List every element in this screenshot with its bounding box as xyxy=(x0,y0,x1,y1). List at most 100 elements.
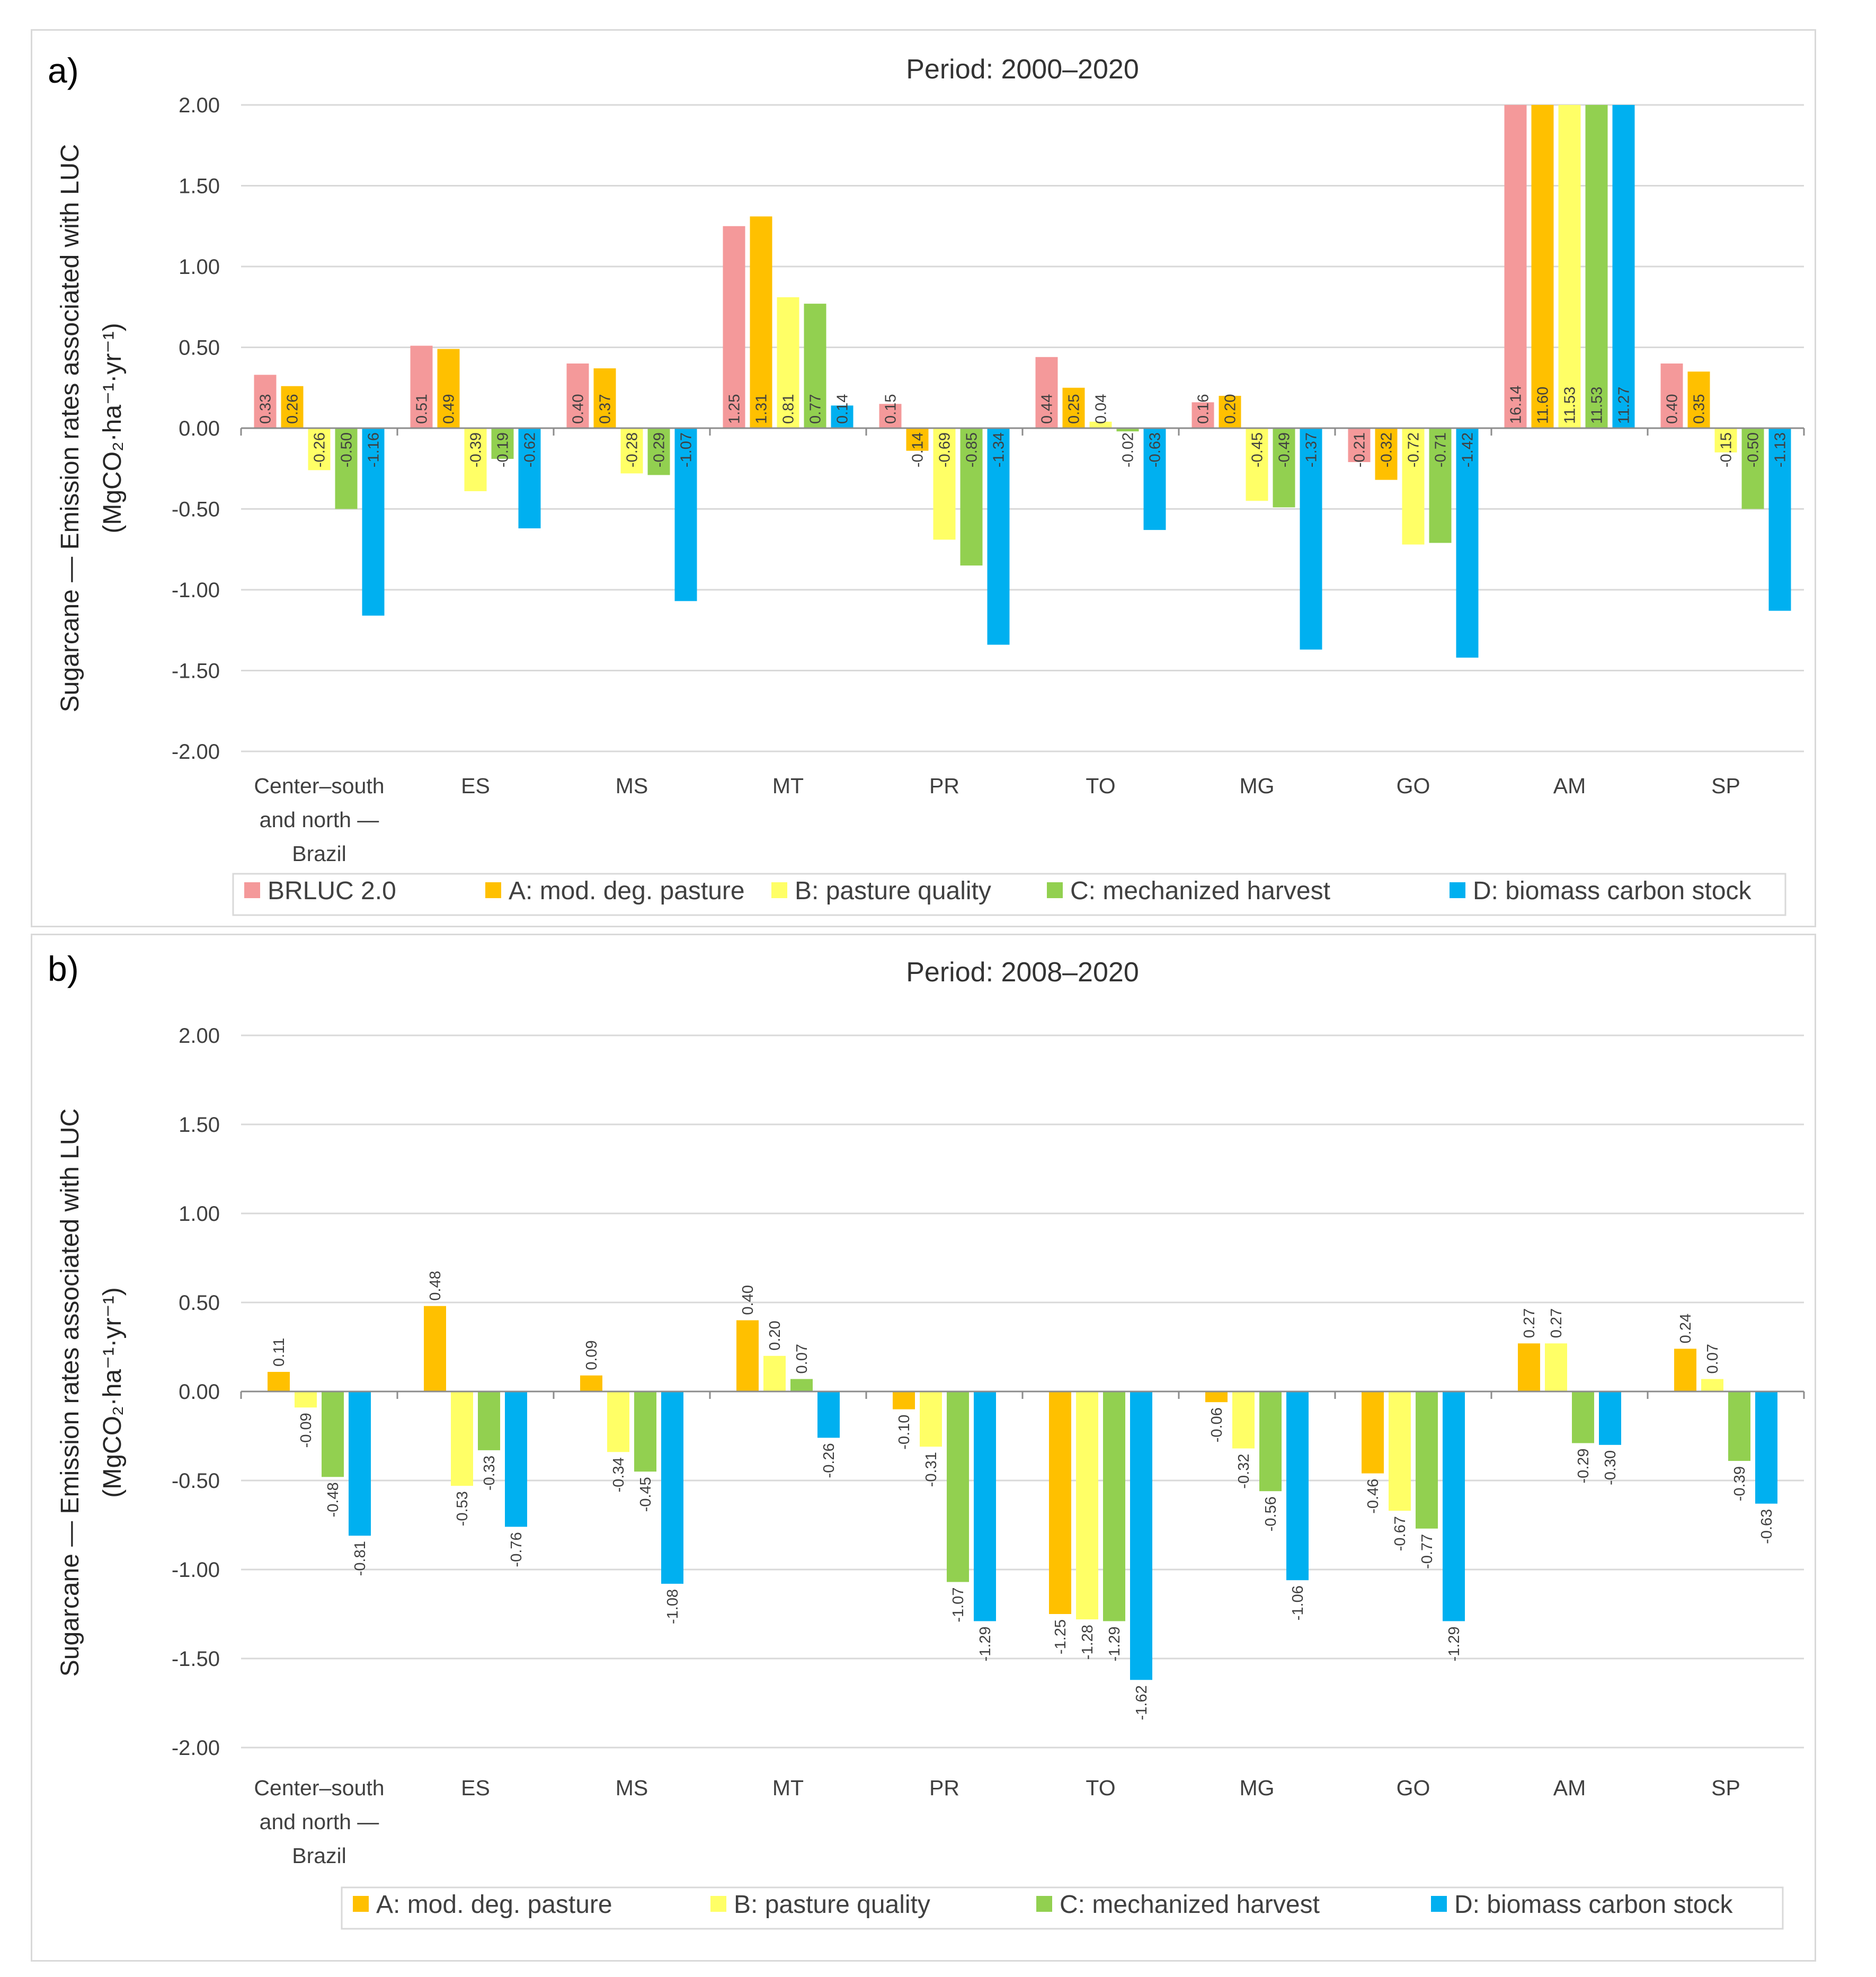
chart-a-bar xyxy=(1660,364,1683,428)
chart-a-data-label: -0.15 xyxy=(1718,432,1735,467)
chart-a-bar xyxy=(362,428,385,616)
chart-b-data-label: -0.33 xyxy=(481,1456,498,1491)
chart-a-legend-swatch xyxy=(1047,882,1063,898)
chart-b-legend-swatch xyxy=(353,1896,369,1912)
chart-a-data-label: -0.72 xyxy=(1406,432,1422,467)
chart-a-data-label: -0.02 xyxy=(1120,432,1137,467)
chart-a-category-label: PR xyxy=(929,774,959,798)
chart-a-y-axis-unit: (MgCO₂·ha⁻¹·yr⁻¹) xyxy=(99,323,127,533)
chart-b-data-label: -1.29 xyxy=(1446,1626,1463,1661)
chart-a-data-label: 0.40 xyxy=(1664,394,1681,424)
chart-b-legend-label: D: biomass carbon stock xyxy=(1454,1891,1733,1919)
chart-a-bar xyxy=(1219,396,1241,428)
chart-b-data-label: -1.07 xyxy=(950,1588,967,1623)
chart-a-bar xyxy=(335,428,358,509)
chart-b-y-tick-label: 1.00 xyxy=(179,1202,220,1226)
chart-a-legend-label: C: mechanized harvest xyxy=(1070,877,1330,905)
chart-a-bar xyxy=(518,428,541,529)
chart-a-bar xyxy=(1375,428,1398,480)
chart-b-bar xyxy=(268,1372,290,1391)
chart-b-legend-swatch xyxy=(1036,1896,1052,1912)
chart-a-data-label: 0.44 xyxy=(1039,394,1056,424)
chart-b-bar xyxy=(451,1391,473,1486)
chart-b-bar xyxy=(1130,1391,1152,1680)
chart-a-bar xyxy=(410,345,433,428)
chart-b-bar xyxy=(424,1306,446,1391)
chart-b-legend xyxy=(341,1886,1784,1930)
chart-b-bar xyxy=(974,1391,996,1621)
chart-a-bar xyxy=(1531,105,1554,428)
chart-a-data-label: 0.16 xyxy=(1195,394,1212,424)
chart-a-bar xyxy=(1062,387,1085,428)
chart-a-data-label: 1.25 xyxy=(726,394,743,424)
chart-a-bar xyxy=(1192,402,1214,428)
chart-b-category-label: SP xyxy=(1711,1776,1740,1800)
chart-a-bar xyxy=(1456,428,1479,658)
chart-a-data-label: 0.04 xyxy=(1093,394,1110,424)
chart-a-y-tick-label: -1.00 xyxy=(172,579,220,602)
chart-b-bar xyxy=(817,1391,840,1438)
chart-b-data-label: 0.07 xyxy=(794,1344,811,1373)
chart-a-data-label: 0.33 xyxy=(257,394,274,424)
chart-a-bar xyxy=(777,297,799,428)
chart-a-bar xyxy=(566,364,589,428)
chart-a-bar xyxy=(960,428,983,566)
chart-b-data-label: -0.46 xyxy=(1365,1479,1382,1514)
chart-b-bar xyxy=(1286,1391,1309,1581)
chart-a-y-tick-label: 0.50 xyxy=(179,336,220,360)
chart-a-category-label: MT xyxy=(772,774,804,798)
chart-b-data-label: -0.63 xyxy=(1758,1509,1775,1544)
chart-a-bar xyxy=(1429,428,1452,543)
chart-a-data-label: -0.29 xyxy=(651,432,668,467)
chart-a-y-axis-label: Sugarcane — Emission rates associated wi… xyxy=(56,144,84,712)
chart-b-legend-label: C: mechanized harvest xyxy=(1060,1891,1320,1919)
chart-a-bar xyxy=(1348,428,1371,463)
chart-b-bar xyxy=(1674,1349,1696,1391)
chart-b-bar xyxy=(505,1391,527,1527)
chart-a-data-label: -0.14 xyxy=(910,432,927,467)
chart-a-data-label: -0.21 xyxy=(1352,432,1368,467)
chart-a-bar xyxy=(1741,428,1764,509)
chart-a-category-label: Brazil xyxy=(292,841,346,866)
chart-a-bar xyxy=(464,428,487,491)
chart-b-bar xyxy=(1103,1391,1125,1621)
chart-a-data-label: 11.60 xyxy=(1535,387,1552,424)
chart-b-data-label: -0.48 xyxy=(325,1482,342,1517)
chart-b-y-axis-unit: (MgCO₂·ha⁻¹·yr⁻¹) xyxy=(99,1287,127,1497)
chart-a-bar xyxy=(593,368,616,428)
chart-a-bar xyxy=(831,405,853,428)
chart-b-legend-swatch xyxy=(1431,1896,1447,1912)
chart-b-data-label: -0.09 xyxy=(298,1413,315,1448)
chart-a-data-label: -0.63 xyxy=(1147,432,1164,467)
chart-b-data-label: 0.24 xyxy=(1677,1314,1694,1343)
chart-b-data-label: 0.27 xyxy=(1521,1308,1538,1338)
chart-b-data-label: -1.29 xyxy=(1106,1626,1123,1661)
chart-a-bar xyxy=(1273,428,1295,508)
chart-b-y-tick-label: -1.00 xyxy=(172,1558,220,1582)
chart-a-bar xyxy=(723,226,745,428)
chart-a-data-label: 0.49 xyxy=(441,394,458,424)
chart-a-data-label: 0.77 xyxy=(807,394,824,424)
chart-b-y-tick-label: 2.00 xyxy=(179,1024,220,1048)
chart-a-legend-label: B: pasture quality xyxy=(795,877,991,905)
chart-b-data-label: -0.39 xyxy=(1731,1466,1748,1501)
chart-b-y-tick-label: -0.50 xyxy=(172,1469,220,1493)
chart-b-data-label: -0.30 xyxy=(1602,1450,1619,1485)
chart-a-bar xyxy=(1402,428,1425,545)
chart-b-category-label: MG xyxy=(1239,1776,1274,1800)
chart-a-data-label: 0.14 xyxy=(834,394,851,424)
chart-a-data-label: -1.42 xyxy=(1460,432,1477,467)
chart-a-bar xyxy=(906,428,929,451)
chart-b-data-label: -0.31 xyxy=(923,1452,940,1487)
chart-b-category-label: MT xyxy=(772,1776,804,1800)
chart-a-data-label: 16.14 xyxy=(1508,385,1525,424)
chart-b-category-label: AM xyxy=(1553,1776,1586,1800)
chart-a-legend-swatch xyxy=(771,882,787,898)
chart-b-data-label: -0.06 xyxy=(1208,1407,1225,1442)
chart-b-data-label: -0.10 xyxy=(896,1415,913,1450)
chart-a-data-label: 11.53 xyxy=(1589,387,1606,424)
chart-a-data-label: 0.26 xyxy=(284,394,301,424)
chart-b-bar xyxy=(1728,1391,1750,1461)
chart-a-data-label: -0.62 xyxy=(522,432,539,467)
chart-a-bar xyxy=(308,428,331,471)
